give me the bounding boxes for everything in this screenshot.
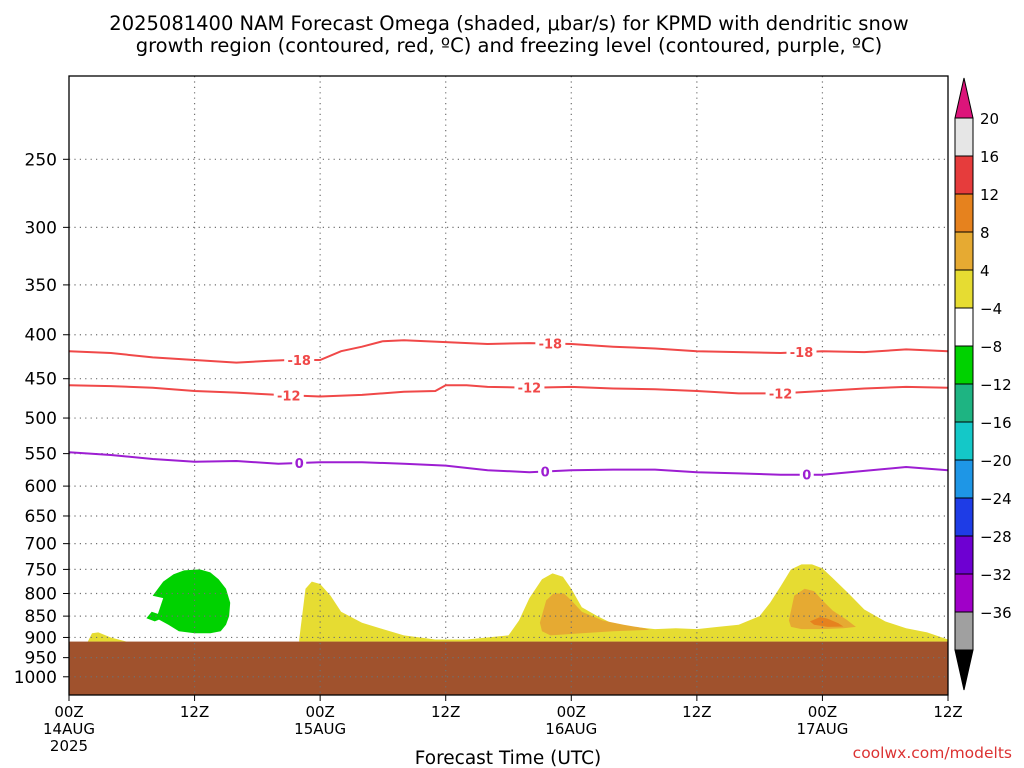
colorbar-label: −12	[980, 376, 1012, 394]
colorbar-segment-10	[954, 497, 974, 537]
colorbar: 20 16 12 8 4 −4 −8 −12 −16 −20 −24 −28 −32 −36	[954, 77, 1012, 691]
colorbar-segment-0	[954, 117, 974, 157]
colorbar-label: −36	[980, 604, 1012, 622]
y-tick-label: 300	[25, 218, 57, 238]
colorbar-label: −16	[980, 414, 1012, 432]
contour-label-bg-2-1	[538, 464, 553, 479]
y-tick-label: 1000	[14, 668, 57, 688]
colorbar-label: −32	[980, 566, 1012, 584]
x-tick-label: 00Z	[305, 703, 334, 721]
contour-label-0: 0	[802, 469, 811, 484]
colorbar-label: −4	[980, 300, 1002, 318]
contour-label-bg-2-0	[292, 456, 307, 471]
colorbar-label: 16	[980, 148, 999, 166]
contour-label--18: -18	[539, 338, 563, 353]
colorbar-label: −20	[980, 452, 1012, 470]
colorbar-label: 4	[980, 262, 990, 280]
y-tick-label: 750	[25, 560, 57, 580]
colorbar-segment-9	[954, 459, 974, 499]
colorbar-segment-4	[954, 269, 974, 309]
x-tick-label: 16AUG	[545, 720, 597, 738]
y-tick-label: 900	[25, 628, 57, 648]
contour-label-bg-1-2	[765, 386, 796, 401]
x-tick-label: 15AUG	[294, 720, 346, 738]
colorbar-segment-11	[954, 535, 974, 575]
colorbar-segment-5	[954, 307, 974, 347]
contour-label--18: -18	[790, 346, 814, 361]
y-tick-label: 950	[25, 649, 57, 669]
omega-shade-4	[809, 617, 844, 627]
y-tick-label: 350	[25, 276, 57, 296]
y-tick-label: 600	[25, 477, 57, 497]
chart-title-line-2: growth region (contoured, red, ºC) and f…	[136, 34, 883, 57]
colorbar-segment-3	[954, 231, 974, 271]
y-tick-label: 500	[25, 409, 57, 429]
y-tick-label: 850	[25, 607, 57, 627]
contour--18-0	[69, 339, 948, 364]
contour-label--12: -12	[277, 389, 301, 404]
plot-inner: -18 -18 -18 -12 -12 -12 0 0 0	[69, 76, 948, 695]
x-tick-label: 14AUG	[43, 720, 95, 738]
contour-label--12: -12	[518, 382, 542, 397]
x-tick-label: 12Z	[431, 703, 460, 721]
x-tick-label: 17AUG	[796, 720, 848, 738]
contour-label-bg-0-2	[786, 345, 817, 360]
x-tick-label: 00Z	[808, 703, 837, 721]
colorbar-segment-13	[954, 611, 974, 651]
omega-shade-1	[299, 564, 948, 642]
x-tick-label: 00Z	[557, 703, 586, 721]
x-tick-label: 00Z	[54, 703, 83, 721]
contour-label-bg-0-0	[284, 353, 315, 368]
colorbar-segment-7	[954, 383, 974, 423]
omega-shade-3	[788, 588, 856, 630]
colorbar-segment-2	[954, 193, 974, 233]
omega-shade-2	[539, 593, 650, 636]
y-tick-label: 700	[25, 535, 57, 555]
x-tick-label: 12Z	[180, 703, 209, 721]
contour-label-0: 0	[541, 465, 550, 480]
x-tick-label: 12Z	[682, 703, 711, 721]
colorbar-label: 20	[980, 110, 999, 128]
y-tick-label: 550	[25, 445, 57, 465]
surface-fill	[69, 641, 948, 695]
colorbar-segment-1	[954, 155, 974, 195]
credit-text: coolwx.com/modelts	[853, 744, 1012, 762]
contour-label--18: -18	[287, 354, 311, 369]
colorbar-label: 12	[980, 186, 999, 204]
colorbar-label: −8	[980, 338, 1002, 356]
chart-title-line-1: 2025081400 NAM Forecast Omega (shaded, μ…	[109, 12, 908, 35]
colorbar-segment-12	[954, 573, 974, 613]
plot-frame	[68, 75, 949, 696]
colorbar-segment-6	[954, 345, 974, 385]
colorbar-label: −24	[980, 490, 1012, 508]
plot-area: -18 -18 -18 -12 -12 -12 0 0 0 250 300 350 400 450 500 5…	[14, 75, 963, 755]
contour-label-bg-1-1	[514, 380, 545, 395]
colorbar-label: 8	[980, 224, 990, 242]
contour-label-bg-0-1	[535, 336, 566, 351]
y-tick-label: 800	[25, 584, 57, 604]
y-tick-label: 650	[25, 507, 57, 527]
contour-label--12: -12	[769, 387, 793, 402]
y-tick-label: 450	[25, 370, 57, 390]
x-tick-label: 12Z	[933, 703, 962, 721]
x-axis-label: Forecast Time (UTC)	[415, 748, 601, 768]
y-tick-label: 250	[25, 150, 57, 170]
contour-label-bg-1-0	[273, 388, 304, 403]
colorbar-segment-8	[954, 421, 974, 461]
omega-shade-0	[146, 569, 231, 634]
contour-label-0: 0	[295, 457, 304, 472]
y-tick-label: 400	[25, 326, 57, 346]
colorbar-label: −28	[980, 528, 1012, 546]
contour-label-bg-2-2	[799, 467, 814, 482]
x-tick-label: 2025	[50, 737, 88, 755]
